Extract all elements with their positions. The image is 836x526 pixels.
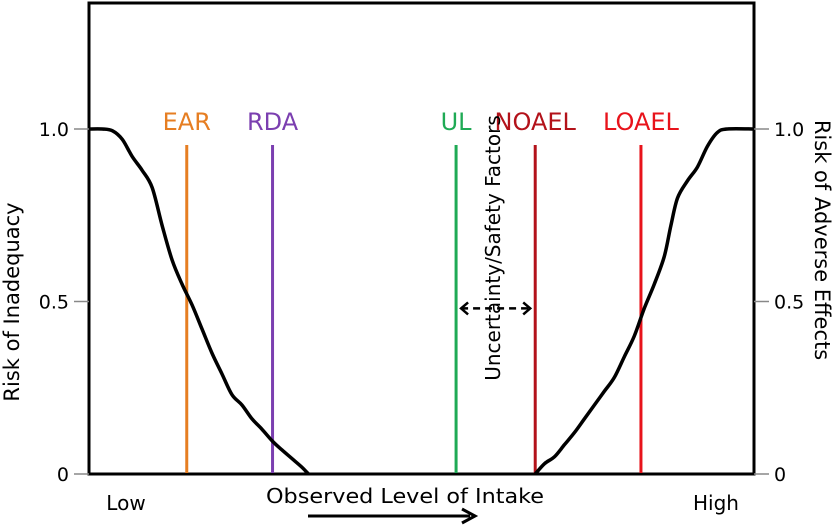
- right-axis-label: Risk of Adverse Effects: [810, 120, 834, 360]
- inadequacy-risk-curve: [88, 127, 310, 476]
- ear-label: EAR: [163, 108, 211, 136]
- right-tick-label: 0.5: [774, 292, 804, 314]
- noael-label: NOAEL: [495, 108, 577, 136]
- left-tick-label: 0: [57, 464, 69, 486]
- left-tick-label: 1.0: [39, 119, 69, 141]
- left-tick-label: 0.5: [39, 292, 69, 314]
- right-tick-label: 1.0: [774, 119, 804, 141]
- rda-label: RDA: [247, 108, 299, 136]
- plot-frame: [87, 1, 756, 476]
- x-high-label: High: [693, 491, 739, 515]
- adverse-effects-risk-curve: [533, 126, 755, 476]
- uncertainty-arrow-left-head: [459, 301, 469, 316]
- uncertainty-safety-factors-label: Uncertainty/Safety Factors: [481, 115, 505, 381]
- loael-label: LOAEL: [603, 108, 680, 136]
- left-axis-label: Risk of Inadequacy: [0, 202, 24, 401]
- intake-direction-arrow: [308, 507, 479, 525]
- ul-label: UL: [441, 108, 473, 136]
- uncertainty-arrow-right-head: [522, 301, 533, 316]
- x-low-label: Low: [106, 491, 145, 515]
- right-tick-label: 0: [774, 464, 786, 486]
- x-axis-label: Observed Level of Intake: [266, 484, 544, 508]
